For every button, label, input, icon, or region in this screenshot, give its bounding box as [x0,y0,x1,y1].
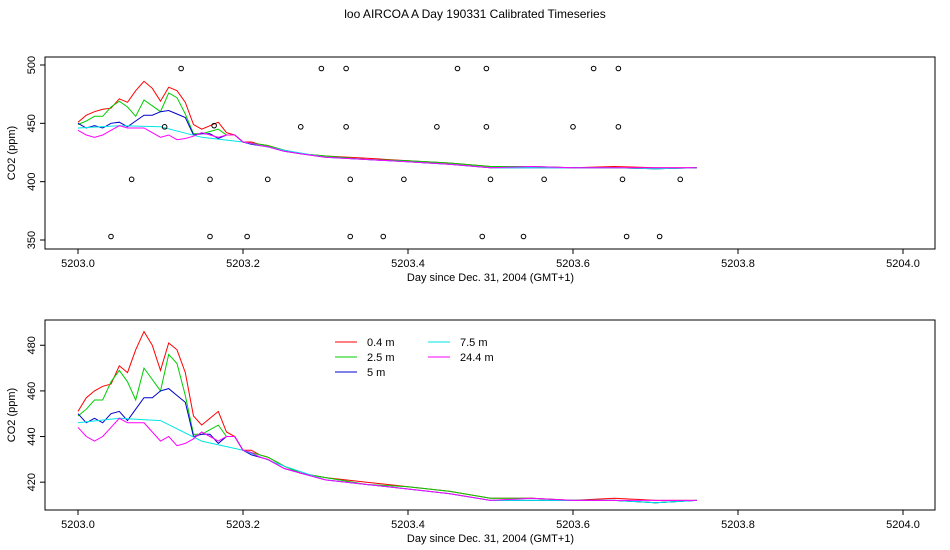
data-point [343,124,349,130]
data-point [483,65,490,72]
data-point [520,233,527,240]
y-tick-label: 400 [26,172,38,190]
series-line [77,92,697,170]
data-point [244,233,250,240]
data-point [434,124,440,130]
y-axis-label: CO2 (ppm) [6,388,18,442]
data-point [207,176,213,183]
data-point [347,233,354,240]
x-tick-label: 5203.0 [61,258,95,270]
legend-label: 7.5 m [460,337,488,349]
data-point [570,124,576,130]
data-point [656,233,663,240]
data-point [161,124,168,130]
y-tick-label: 480 [26,336,38,354]
x-tick-label: 5204.0 [886,519,920,531]
y-tick-label: 450 [26,114,38,132]
x-tick-label: 5203.4 [391,258,425,270]
plot-top: 5203.0 5203.2 5203.4 5203.6 5203.8 5204.0 Day … [6,56,936,284]
data-point [541,176,547,183]
data-point [380,233,387,240]
y-tick-label: 500 [26,56,38,74]
series-line [77,417,697,501]
data-point [207,233,213,240]
data-point [264,176,271,183]
data-point [347,176,354,183]
legend-label: 24.4 m [460,352,494,364]
data-point [343,65,349,72]
data-point [128,176,135,183]
series-line [77,353,697,504]
y-tick-label: 460 [26,382,38,400]
x-tick-label: 5203.6 [556,519,590,531]
data-point [454,65,461,72]
legend-label: 5 m [367,367,385,379]
data-point [483,124,490,130]
data-point [178,65,184,72]
x-tick-label: 5203.6 [556,258,590,270]
data-point [211,122,217,129]
x-tick-label: 5204.0 [886,258,920,270]
data-point [318,65,325,72]
legend-label: 2.5 m [367,352,395,364]
y-tick-label: 440 [26,427,38,445]
y-tick-label: 420 [26,473,38,491]
x-tick-label: 5203.8 [721,258,755,270]
data-point [297,124,304,130]
x-axis-label: Day since Dec. 31, 2004 (GMT+1) [407,272,574,284]
x-tick-label: 5203.4 [391,519,425,531]
y-axis-label: CO2 (ppm) [6,126,18,180]
x-tick-label: 5203.2 [226,258,260,270]
x-axis-label: Day since Dec. 31, 2004 (GMT+1) [407,533,574,545]
chart-title: loo AIRCOA A Day 190331 Calibrated Times… [344,7,606,21]
data-point [401,176,407,183]
x-tick-label: 5203.8 [721,519,755,531]
plot-area-top [44,56,936,250]
data-point [677,176,684,183]
x-tick-label: 5203.2 [226,519,260,531]
series-line [77,125,697,169]
data-point [487,176,494,183]
x-tick-label: 5203.0 [61,519,95,531]
data-point [108,233,114,240]
data-point [479,233,486,240]
y-tick-label: 350 [26,231,38,249]
data-point [615,124,622,130]
legend-label: 0.4 m [367,337,395,349]
plot-bottom: 5203.0 5203.2 5203.4 5203.6 5203.8 5204.0 Day … [6,319,936,545]
series-line [77,417,697,504]
data-point [619,176,626,183]
series-line [77,125,697,170]
plot-area-bottom [44,319,936,511]
data-point [615,65,622,72]
data-point [590,65,597,72]
data-point [623,233,630,240]
legend: 0.4 m 2.5 m 5 m 7.5 m 24.4 m [335,337,494,379]
